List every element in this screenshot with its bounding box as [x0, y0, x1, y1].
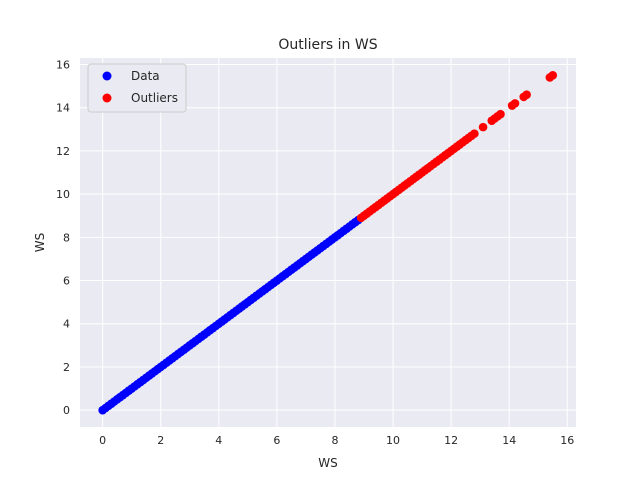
y-tick-label: 14	[56, 102, 70, 115]
y-tick-label: 6	[63, 275, 70, 288]
y-axis-label: WS	[33, 233, 47, 252]
y-tick-label: 2	[63, 361, 70, 374]
data-point-outliers	[548, 70, 558, 80]
points-layer	[98, 70, 558, 415]
data-point-outliers	[496, 109, 505, 119]
x-tick-label: 10	[386, 434, 400, 447]
y-tick-label: 10	[56, 188, 70, 201]
chart-title: Outliers in WS	[278, 37, 377, 53]
x-tick-label: 12	[444, 434, 458, 447]
x-tick-label: 0	[99, 434, 106, 447]
x-tick-label: 6	[273, 434, 280, 447]
x-tick-labels: 0 2 4 6 8 10 12 14 16	[99, 434, 574, 447]
data-point-outliers	[510, 99, 520, 108]
data-point-outliers	[470, 129, 479, 138]
y-tick-label: 16	[56, 58, 70, 71]
y-tick-labels: 0 2 4 6 8 10 12 14 16	[56, 58, 70, 417]
y-tick-label: 8	[63, 231, 70, 244]
y-tick-label: 12	[56, 145, 70, 158]
series-data	[98, 215, 363, 415]
grid-lines	[80, 58, 576, 427]
x-tick-label: 8	[331, 434, 338, 447]
legend-label-outliers: Outliers	[131, 91, 178, 105]
legend-box	[87, 63, 187, 113]
legend-marker-outliers	[102, 93, 112, 103]
y-tick-label: 4	[63, 318, 70, 331]
data-point-outliers	[478, 122, 488, 132]
legend-label-data: Data	[131, 69, 160, 83]
x-tick-label: 16	[560, 434, 574, 447]
legend-marker-data	[102, 71, 112, 81]
x-tick-label: 4	[215, 434, 222, 447]
x-axis-label: WS	[318, 456, 337, 470]
x-tick-label: 2	[157, 434, 164, 447]
y-tick-label: 0	[63, 404, 70, 417]
data-point-outliers	[522, 90, 531, 100]
series-outliers	[356, 70, 558, 223]
x-tick-label: 14	[502, 434, 516, 447]
legend: Data Outliers	[87, 63, 187, 113]
